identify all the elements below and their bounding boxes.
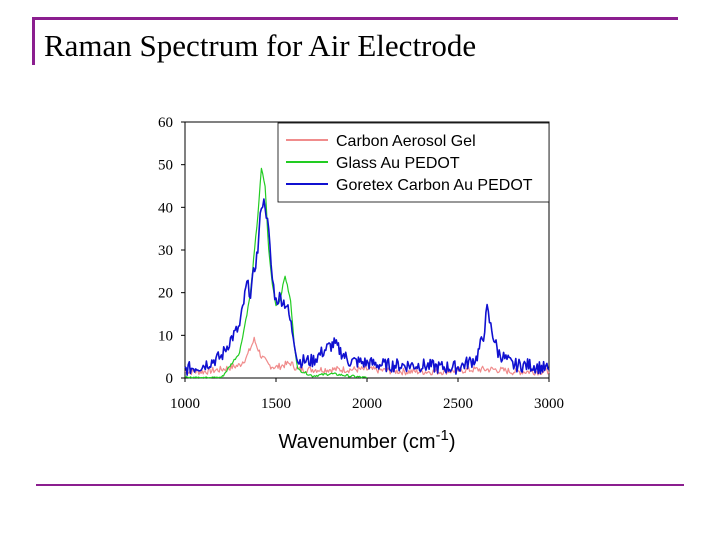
legend-label-2: Glass Au PEDOT (336, 155, 460, 172)
y-tick-label: 40 (158, 200, 173, 216)
series-line-3 (184, 198, 550, 376)
x-axis-label: Wavenumber (cm-1) (278, 427, 455, 453)
title-rule-left (32, 17, 35, 65)
x-tick-label: 1000 (170, 396, 200, 412)
x-tick-label: 1500 (261, 396, 291, 412)
x-tick-label: 2000 (352, 396, 382, 412)
title-rule-top (32, 17, 678, 20)
series-line-2 (184, 167, 368, 379)
y-tick-label: 20 (158, 286, 173, 302)
y-tick-label: 10 (158, 328, 173, 344)
x-tick-label: 3000 (534, 396, 564, 412)
y-tick-label: 0 (166, 371, 174, 387)
legend-label-3: Goretex Carbon Au PEDOT (336, 177, 533, 194)
slide-title: Raman Spectrum for Air Electrode (44, 28, 477, 63)
footer-rule (36, 484, 684, 486)
series-line-1 (184, 336, 550, 376)
y-tick-label: 60 (158, 115, 173, 131)
y-tick-label: 50 (158, 158, 173, 174)
y-tick-label: 30 (158, 243, 173, 259)
legend-label-1: Carbon Aerosol Gel (336, 133, 476, 150)
x-tick-label: 2500 (443, 396, 473, 412)
